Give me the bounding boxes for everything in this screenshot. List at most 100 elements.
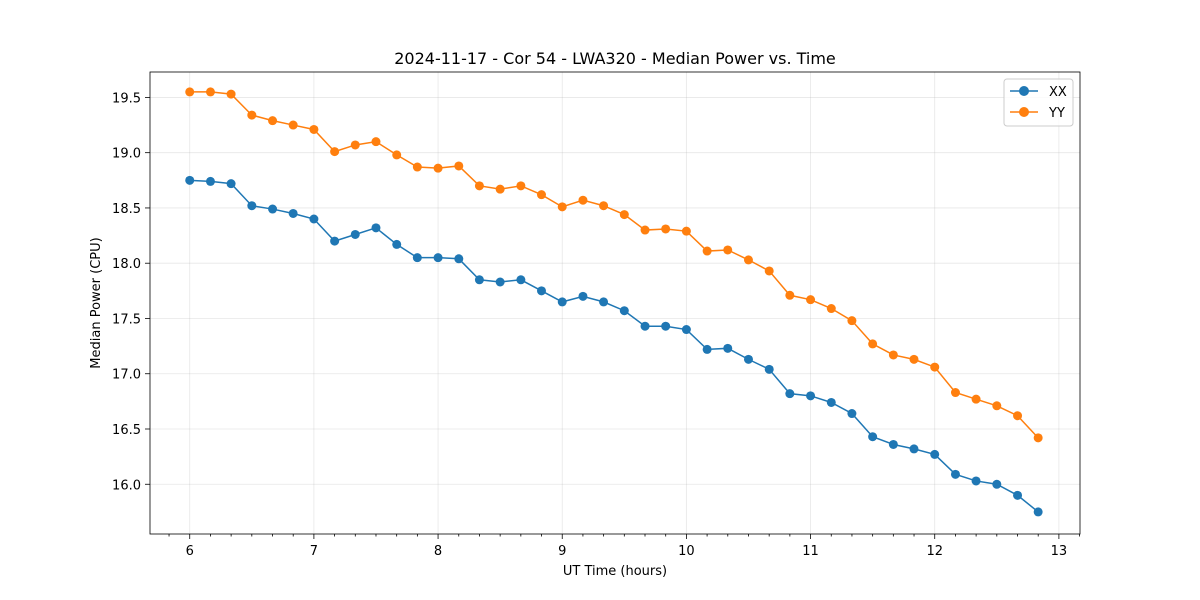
data-point-yy <box>268 116 278 126</box>
data-point-yy <box>185 87 195 97</box>
data-point-yy <box>847 316 857 326</box>
data-point-yy <box>226 89 236 99</box>
data-point-xx <box>826 397 836 407</box>
data-point-yy <box>371 137 381 147</box>
data-point-yy <box>826 304 836 314</box>
data-point-xx <box>681 325 691 335</box>
data-point-yy <box>764 266 774 276</box>
grid <box>150 72 1080 534</box>
x-tick-label: 9 <box>558 544 566 559</box>
series-xx <box>185 175 1043 517</box>
data-point-xx <box>971 476 981 486</box>
data-point-yy <box>806 295 816 305</box>
data-point-yy <box>516 181 526 191</box>
chart-title: 2024-11-17 - Cor 54 - LWA320 - Median Po… <box>394 49 836 68</box>
y-tick-label: 17.5 <box>112 312 141 327</box>
data-point-xx <box>516 275 526 285</box>
data-point-yy <box>681 226 691 236</box>
data-point-yy <box>536 190 546 200</box>
data-point-xx <box>930 449 940 459</box>
data-point-xx <box>888 439 898 449</box>
data-point-xx <box>205 176 215 186</box>
x-tick-label: 8 <box>434 544 442 559</box>
data-point-xx <box>909 444 919 454</box>
x-axis-label: UT Time (hours) <box>563 564 667 579</box>
data-point-xx <box>640 321 650 331</box>
y-tick-label: 16.0 <box>112 478 141 493</box>
x-tick-label: 11 <box>802 544 819 559</box>
y-axis-label: Median Power (CPU) <box>89 237 104 368</box>
data-point-xx <box>185 175 195 185</box>
data-point-yy <box>888 350 898 360</box>
data-point-xx <box>868 432 878 442</box>
data-point-yy <box>930 362 940 372</box>
legend: XX YY <box>1003 78 1074 127</box>
data-point-yy <box>992 401 1002 411</box>
data-point-xx <box>619 306 629 316</box>
data-point-xx <box>702 344 712 354</box>
data-point-xx <box>247 201 257 211</box>
data-point-xx <box>412 253 422 263</box>
data-point-xx <box>557 297 567 307</box>
data-point-yy <box>661 224 671 234</box>
data-point-xx <box>661 321 671 331</box>
data-point-xx <box>806 391 816 401</box>
data-point-xx <box>350 229 360 239</box>
data-point-xx <box>371 223 381 233</box>
data-point-xx <box>764 364 774 374</box>
data-point-xx <box>288 208 298 218</box>
data-point-yy <box>1013 411 1023 421</box>
data-point-yy <box>557 202 567 212</box>
data-point-xx <box>578 291 588 301</box>
data-point-xx <box>474 275 484 285</box>
data-point-yy <box>495 184 505 194</box>
y-tick-label: 19.0 <box>112 147 141 162</box>
data-point-xx <box>599 297 609 307</box>
data-point-xx <box>392 239 402 249</box>
data-point-yy <box>309 124 319 134</box>
data-point-yy <box>205 87 215 97</box>
data-point-xx <box>847 409 857 419</box>
data-point-yy <box>743 255 753 265</box>
data-point-xx <box>454 254 464 264</box>
y-tick-label: 19.5 <box>112 91 141 106</box>
data-point-yy <box>868 339 878 349</box>
data-point-yy <box>640 225 650 235</box>
data-point-xx <box>536 286 546 296</box>
data-point-xx <box>743 354 753 364</box>
data-point-yy <box>578 195 588 205</box>
data-point-xx <box>268 204 278 214</box>
series-layer <box>185 87 1043 517</box>
data-point-yy <box>350 140 360 150</box>
data-point-yy <box>288 120 298 130</box>
data-point-yy <box>971 394 981 404</box>
data-point-xx <box>950 469 960 479</box>
x-tick-label: 6 <box>186 544 194 559</box>
data-point-xx <box>992 479 1002 489</box>
data-point-xx <box>785 389 795 399</box>
data-point-xx <box>723 343 733 353</box>
y-tick-label: 18.5 <box>112 202 141 217</box>
data-point-yy <box>1033 433 1043 443</box>
data-point-yy <box>909 354 919 364</box>
x-tick-label: 7 <box>310 544 318 559</box>
data-point-xx <box>495 277 505 287</box>
x-tick-label: 10 <box>678 544 695 559</box>
data-point-xx <box>309 214 319 224</box>
data-point-yy <box>247 110 257 120</box>
x-tick-label: 13 <box>1051 544 1068 559</box>
legend-label-xx: XX <box>1049 85 1067 100</box>
legend-label-yy: YY <box>1048 106 1065 121</box>
y-tick-label: 18.0 <box>112 257 141 272</box>
legend-marker-yy <box>1019 107 1029 117</box>
data-point-yy <box>619 210 629 220</box>
y-tick-label: 16.5 <box>112 423 141 438</box>
data-point-yy <box>785 290 795 300</box>
data-point-yy <box>433 163 443 173</box>
data-point-xx <box>1013 490 1023 500</box>
data-point-yy <box>950 388 960 398</box>
data-point-xx <box>1033 507 1043 517</box>
x-tick-label: 12 <box>926 544 943 559</box>
y-tick-label: 17.0 <box>112 368 141 383</box>
